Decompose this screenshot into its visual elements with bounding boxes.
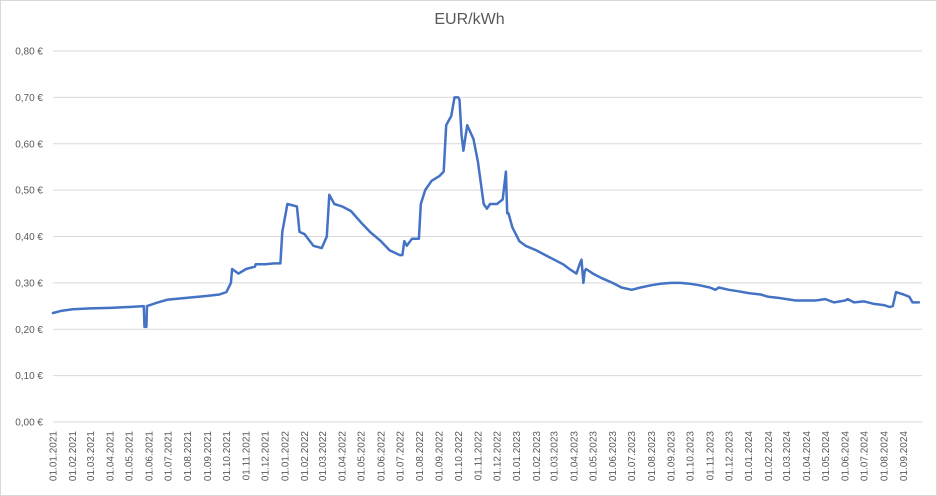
x-tick-label: 01.05.2024 [821,431,832,481]
x-tick-label: 01.04.2021 [106,431,117,481]
series-layer [51,96,921,329]
gridlines [53,50,922,423]
x-tick-label: 01.08.2023 [647,431,658,481]
y-tick-label: 0,20 € [15,325,43,336]
x-tick-label: 01.05.2023 [588,431,599,481]
x-tick-label: 01.01.2023 [512,431,523,481]
x-tick-label: 01.10.2023 [686,431,697,481]
x-tick-label: 01.03.2023 [550,431,561,481]
x-tick-label: 01.03.2021 [86,431,97,481]
x-tick-label: 01.07.2024 [860,431,871,481]
x-tick-label: 01.08.2024 [879,431,890,481]
x-tick-label: 01.11.2021 [242,431,253,481]
y-tick-label: 0,30 € [15,278,43,289]
x-tick-label: 01.06.2024 [841,431,852,481]
x-tick-label: 01.06.2022 [376,431,387,481]
x-tick-label: 01.03.2024 [782,431,793,481]
x-tick-label: 01.09.2022 [435,431,446,481]
x-tick-label: 01.12.2021 [261,431,272,481]
series-line [51,96,921,329]
x-tick-label: 01.03.2022 [318,431,329,481]
y-tick-label: 0,60 € [15,139,43,150]
y-tick-label: 0,70 € [15,93,43,104]
x-tick-label: 01.02.2021 [68,431,79,481]
x-tick-label: 01.08.2021 [183,431,194,481]
x-tick-label: 01.07.2023 [627,431,638,481]
x-tick-label: 01.04.2024 [802,431,813,481]
x-tick-label: 01.09.2024 [899,431,910,481]
y-tick-label: 0,40 € [15,232,43,243]
x-axis-ticks: 01.01.2021 01.02.2021 01.03.2021 01.04.2021… [49,431,911,481]
x-tick-label: 01.10.2021 [222,431,233,481]
x-tick-label: 01.05.2022 [357,431,368,481]
x-tick-label: 01.09.2021 [203,431,214,481]
y-tick-label: 0,50 € [15,186,43,197]
x-tick-label: 01.04.2022 [338,431,349,481]
x-tick-label: 01.02.2024 [764,431,775,481]
x-tick-label: 01.05.2021 [125,431,136,481]
y-tick-label: 0,80 € [15,47,43,58]
x-tick-label: 01.10.2022 [454,431,465,481]
x-tick-label: 01.02.2023 [532,431,543,481]
x-tick-label: 01.07.2021 [163,431,174,481]
x-tick-label: 01.04.2023 [569,431,580,481]
x-tick-label: 01.08.2022 [415,431,426,481]
x-tick-label: 01.12.2022 [493,431,504,481]
x-tick-label: 01.02.2022 [300,431,311,481]
x-tick-label: 01.01.2021 [49,431,60,481]
x-tick-label: 01.01.2022 [280,431,291,481]
y-tick-label: 0,00 € [15,418,43,429]
x-tick-label: 01.06.2021 [144,431,155,481]
x-tick-label: 01.12.2023 [724,431,735,481]
chart-title: EUR/kWh [434,11,505,28]
x-tick-label: 01.11.2022 [473,431,484,481]
x-tick-label: 01.06.2023 [608,431,619,481]
x-tick-label: 01.07.2022 [395,431,406,481]
y-tick-label: 0,10 € [15,371,43,382]
x-tick-label: 01.01.2024 [744,431,755,481]
x-tick-label: 01.09.2023 [667,431,678,481]
x-tick-label: 01.11.2023 [705,431,716,481]
y-axis-ticks: 0,00 € 0,10 € 0,20 € 0,30 € 0,40 € 0,50 € 0,60… [15,47,43,429]
